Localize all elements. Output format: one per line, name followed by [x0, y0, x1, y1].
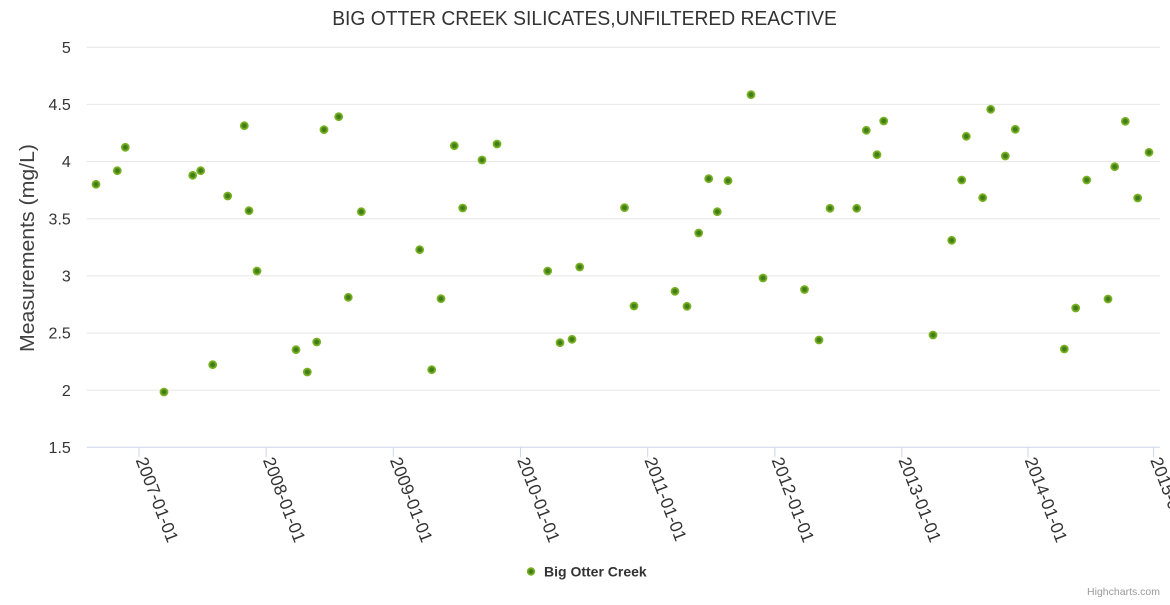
svg-text:Highcharts.com: Highcharts.com — [1087, 586, 1160, 598]
svg-text:Big Otter Creek: Big Otter Creek — [544, 563, 647, 579]
svg-text:3.5: 3.5 — [49, 211, 71, 228]
svg-text:2: 2 — [62, 383, 71, 400]
svg-text:5: 5 — [62, 40, 71, 57]
svg-text:4.5: 4.5 — [49, 97, 71, 114]
svg-text:BIG OTTER CREEK SILICATES,UNFI: BIG OTTER CREEK SILICATES,UNFILTERED REA… — [332, 8, 837, 30]
svg-text:1.5: 1.5 — [49, 440, 71, 457]
svg-text:4: 4 — [62, 154, 71, 171]
svg-text:Measurements (mg/L): Measurements (mg/L) — [17, 144, 39, 352]
svg-text:2.5: 2.5 — [49, 326, 71, 343]
svg-text:3: 3 — [62, 269, 71, 286]
